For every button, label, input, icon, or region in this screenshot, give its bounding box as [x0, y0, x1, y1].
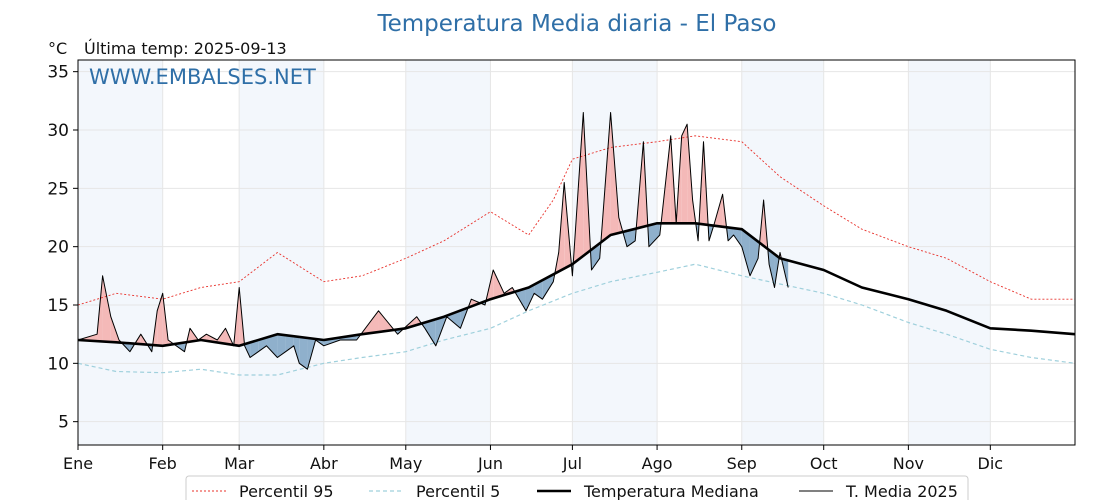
month-band — [239, 60, 324, 445]
mean-2025-line — [77, 112, 789, 370]
x-axis: Ene Feb Mar Abr May Jun Jul Ago Sep Oct Nov Dic — [63, 445, 1003, 473]
above-median-fill — [102, 275, 111, 342]
y-tick-label: 35 — [47, 63, 69, 83]
y-tick-label: 15 — [47, 296, 69, 316]
last-temp-label: Última temp: 2025-09-13 — [84, 39, 287, 58]
below-median-fill — [525, 284, 535, 311]
below-median-fill — [293, 336, 300, 364]
y-tick-label: 10 — [47, 354, 69, 374]
legend-label-median: Temperatura Mediana — [583, 482, 759, 500]
unit-label: °C — [48, 39, 67, 58]
below-median-fill — [266, 334, 278, 358]
y-tick-label: 20 — [47, 238, 69, 258]
below-median-fill — [648, 223, 660, 247]
above-median-fill — [493, 270, 505, 299]
below-median-fill — [299, 336, 308, 370]
y-tick-label: 25 — [47, 179, 69, 199]
below-median-fill — [285, 335, 294, 352]
legend: Percentil 95 Percentil 5 Temperatura Med… — [185, 475, 969, 500]
x-tick-label: Mar — [224, 454, 255, 473]
below-median-fill — [258, 337, 267, 352]
y-tick-label: 30 — [47, 121, 69, 141]
series-lines — [77, 112, 1076, 376]
y-tick-label: 5 — [58, 413, 69, 433]
legend-label-2025: T. Media 2025 — [845, 482, 958, 500]
legend-label-p5: Percentil 5 — [416, 482, 500, 500]
below-median-fill — [277, 334, 286, 358]
x-tick-label: Ago — [642, 454, 673, 473]
below-median-fill — [424, 319, 436, 346]
legend-box — [185, 475, 969, 500]
plot-frame — [77, 59, 1076, 446]
below-median-fill — [591, 243, 600, 270]
x-tick-label: Jun — [477, 454, 503, 473]
x-tick-label: Feb — [149, 454, 177, 473]
x-tick-label: May — [389, 454, 422, 473]
x-tick-label: Nov — [893, 454, 924, 473]
chart-title: Temperatura Media diaria - El Paso — [376, 11, 776, 37]
month-band — [405, 60, 491, 445]
below-median-fill — [741, 229, 750, 276]
above-median-fill — [217, 328, 226, 344]
percentile-95-line — [77, 135, 1075, 306]
month-band — [908, 60, 991, 445]
x-tick-label: Ene — [63, 454, 93, 473]
x-tick-label: Abr — [310, 454, 338, 473]
percentile-5-line — [77, 263, 1076, 376]
below-median-fill — [749, 235, 759, 276]
month-bands — [78, 60, 991, 445]
below-median-fill — [769, 250, 775, 288]
x-tick-label: Jul — [562, 454, 582, 473]
month-band — [78, 60, 163, 445]
watermark-text: WWW.EMBALSES.NET — [89, 65, 316, 89]
below-median-fill — [728, 227, 734, 241]
below-median-fill — [250, 340, 259, 358]
above-median-fill — [681, 124, 688, 224]
median-line — [77, 222, 1076, 348]
x-tick-label: Dic — [978, 454, 1004, 473]
y-axis: 5 10 15 20 25 30 35 — [47, 63, 78, 433]
below-median-fill — [733, 228, 742, 247]
legend-label-p95: Percentil 95 — [239, 482, 334, 500]
x-tick-label: Oct — [810, 454, 838, 473]
x-tick-label: Sep — [727, 454, 757, 473]
below-median-fill — [542, 274, 554, 300]
